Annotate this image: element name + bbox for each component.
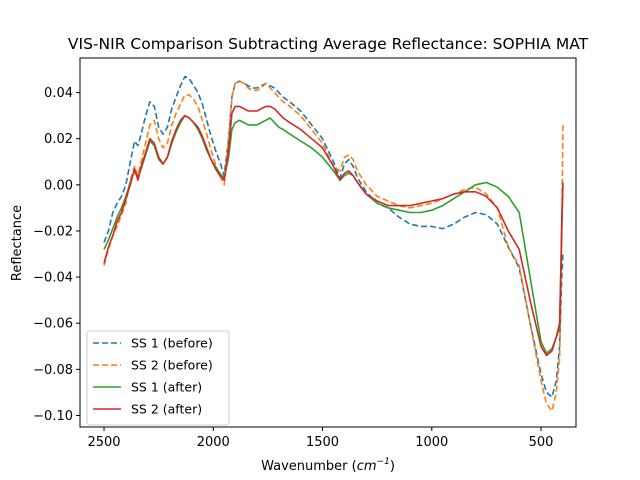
y-tick-label: 0.00 [44,178,73,193]
y-axis-label: Reflectance [10,205,25,281]
legend-label: SS 2 (before) [131,358,213,373]
x-tick-label: 1500 [306,435,339,450]
legend-label: SS 1 (before) [131,336,213,351]
x-tick-label: 500 [529,435,554,450]
legend-label: SS 2 (after) [131,402,202,417]
y-tick-label: 0.04 [44,86,73,101]
plot-frame [79,57,577,428]
x-tick-label: 1000 [415,435,448,450]
series-line-4 [103,105,564,357]
x-tick-label: 2000 [197,435,230,450]
y-tick-label: −0.08 [33,363,73,378]
y-tick-label: 0.02 [44,132,73,147]
y-tick-label: −0.04 [33,271,73,286]
x-axis-label: Wavenumber (cm−1) [261,457,395,474]
legend-box [86,330,230,426]
y-axis: 0.04 0.02 0.00 −0.02 −0.04 −0.06 −0.08 −0.10 [33,86,80,424]
legend: SS 1 (before) SS 2 (before) SS 1 (after) SS… [86,330,230,426]
x-tick-label: 2500 [87,435,120,450]
chart-title: VIS-NIR Comparison Subtracting Average R… [68,35,589,53]
plot-area [103,75,564,412]
y-tick-label: −0.06 [33,317,73,332]
y-tick-label: −0.10 [33,409,73,424]
x-axis: 2500 2000 1500 1000 500 [87,427,553,450]
legend-label: SS 1 (after) [131,380,202,395]
series-line-2 [103,80,564,412]
y-tick-label: −0.02 [33,224,73,239]
